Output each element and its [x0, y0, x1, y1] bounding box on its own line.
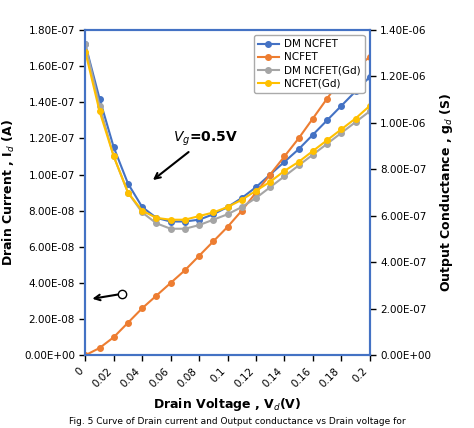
Line: DM NCFET(Gd): DM NCFET(Gd) [82, 42, 373, 232]
DM NCFET(Gd) [353, 119, 358, 125]
NCFET [296, 136, 301, 141]
Line: NCFET: NCFET [82, 54, 373, 358]
NCFET(Gd) [225, 205, 230, 210]
NCFET(Gd) [324, 138, 330, 143]
DM NCFET [367, 74, 373, 80]
DM NCFET(Gd) [225, 212, 230, 217]
NCFET [139, 306, 145, 311]
DM NCFET(Gd) [267, 184, 273, 190]
DM NCFET(Gd) [196, 223, 202, 228]
NCFET(Gd) [182, 217, 188, 222]
DM NCFET(Gd) [97, 103, 102, 108]
Line: DM NCFET: DM NCFET [82, 42, 373, 224]
DM NCFET [82, 42, 88, 47]
NCFET [310, 116, 316, 121]
NCFET [168, 280, 173, 285]
NCFET(Gd) [196, 214, 202, 219]
DM NCFET [296, 147, 301, 152]
NCFET(Gd) [111, 154, 117, 159]
DM NCFET(Gd) [310, 152, 316, 157]
DM NCFET(Gd) [125, 190, 131, 195]
DM NCFET(Gd) [210, 217, 216, 222]
NCFET(Gd) [253, 188, 259, 193]
DM NCFET [168, 219, 173, 224]
NCFET [239, 208, 245, 213]
NCFET [353, 65, 358, 71]
DM NCFET(Gd) [111, 154, 117, 159]
Line: NCFET(Gd): NCFET(Gd) [82, 49, 373, 223]
DM NCFET [111, 145, 117, 150]
DM NCFET [225, 205, 230, 210]
DM NCFET [338, 103, 344, 108]
DM NCFET(Gd) [168, 226, 173, 231]
NCFET [182, 268, 188, 273]
NCFET [125, 320, 131, 325]
DM NCFET(Gd) [82, 42, 88, 47]
NCFET [111, 335, 117, 340]
NCFET(Gd) [82, 49, 88, 54]
NCFET [225, 224, 230, 229]
NCFET(Gd) [353, 116, 358, 121]
Y-axis label: Output Conductance , g$_d$ (S): Output Conductance , g$_d$ (S) [438, 93, 455, 292]
DM NCFET [210, 212, 216, 217]
DM NCFET(Gd) [338, 131, 344, 136]
X-axis label: Drain Voltage , V$_d$(V): Drain Voltage , V$_d$(V) [154, 396, 301, 413]
Y-axis label: Drain Current , I$_d$ (A): Drain Current , I$_d$ (A) [1, 119, 17, 266]
NCFET(Gd) [139, 208, 145, 213]
NCFET(Gd) [210, 210, 216, 215]
NCFET(Gd) [296, 159, 301, 164]
NCFET [196, 253, 202, 259]
DM NCFET [282, 159, 287, 164]
DM NCFET(Gd) [296, 163, 301, 168]
DM NCFET(Gd) [367, 109, 373, 114]
NCFET(Gd) [282, 168, 287, 173]
DM NCFET(Gd) [239, 205, 245, 210]
DM NCFET(Gd) [324, 141, 330, 146]
DM NCFET [139, 205, 145, 210]
NCFET [338, 76, 344, 81]
NCFET(Gd) [125, 190, 131, 195]
NCFET [324, 96, 330, 101]
Legend: DM NCFET, NCFET, DM NCFET(Gd), NCFET(Gd): DM NCFET, NCFET, DM NCFET(Gd), NCFET(Gd) [254, 35, 365, 93]
NCFET(Gd) [168, 217, 173, 222]
DM NCFET(Gd) [139, 210, 145, 215]
DM NCFET [154, 215, 159, 220]
NCFET [367, 54, 373, 59]
DM NCFET [125, 181, 131, 186]
NCFET(Gd) [310, 149, 316, 154]
NCFET [154, 293, 159, 298]
DM NCFET(Gd) [182, 226, 188, 231]
DM NCFET [310, 132, 316, 137]
NCFET(Gd) [267, 179, 273, 184]
DM NCFET [267, 172, 273, 177]
DM NCFET [324, 118, 330, 123]
NCFET [253, 190, 259, 195]
DM NCFET [196, 217, 202, 222]
NCFET [210, 239, 216, 244]
DM NCFET(Gd) [282, 174, 287, 179]
DM NCFET(Gd) [253, 196, 259, 201]
NCFET(Gd) [367, 103, 373, 108]
DM NCFET [253, 184, 259, 190]
NCFET [82, 353, 88, 358]
NCFET [282, 154, 287, 159]
NCFET [267, 172, 273, 177]
DM NCFET [239, 196, 245, 201]
Text: $V_g$=0.5V: $V_g$=0.5V [155, 129, 238, 178]
DM NCFET [353, 89, 358, 94]
NCFET(Gd) [239, 197, 245, 202]
DM NCFET [182, 219, 188, 224]
NCFET(Gd) [154, 215, 159, 220]
NCFET(Gd) [338, 127, 344, 132]
NCFET(Gd) [97, 109, 102, 114]
NCFET [97, 345, 102, 351]
Text: Fig. 5 Curve of Drain current and Output conductance vs Drain voltage for: Fig. 5 Curve of Drain current and Output… [69, 417, 405, 426]
DM NCFET(Gd) [154, 221, 159, 226]
DM NCFET [97, 96, 102, 101]
